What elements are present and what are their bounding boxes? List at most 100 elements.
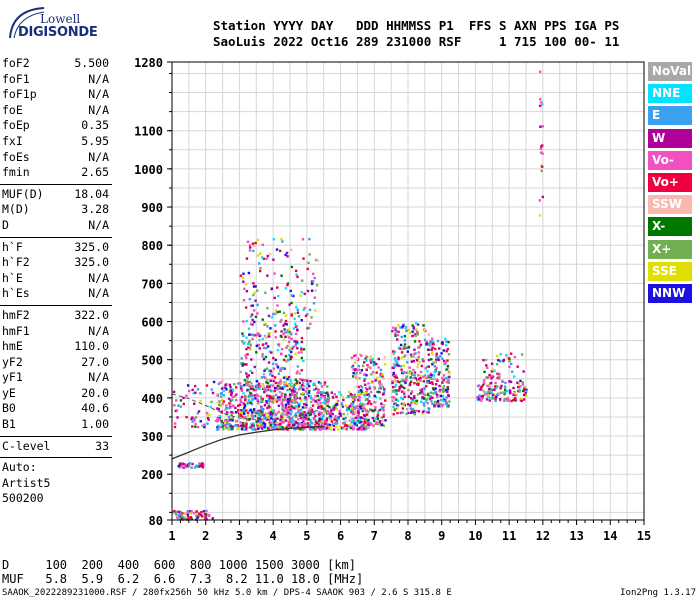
echo-point (276, 423, 279, 427)
echo-point (381, 372, 384, 376)
echo-point (190, 417, 193, 421)
echo-point (281, 392, 284, 395)
x-tick-label: 1 (168, 529, 175, 543)
echo-point (432, 374, 435, 377)
echo-point (477, 397, 480, 400)
echo-point (426, 401, 429, 405)
param-group-profile: hmF2 322.0 hmF1 N/A hmE 110.0 yF2 27.0 yF1 N/A yE 2… (0, 308, 112, 433)
echo-point (296, 311, 300, 314)
echo-point (372, 409, 376, 412)
echo-point (264, 346, 268, 350)
echo-point (205, 384, 209, 387)
param-value: N/A (88, 102, 109, 117)
echo-point (295, 325, 298, 328)
echo-point (350, 395, 354, 398)
echo-point (317, 404, 321, 408)
echo-point (273, 389, 276, 393)
echo-point (476, 398, 480, 402)
echo-point (255, 420, 258, 423)
echo-point (295, 393, 298, 397)
echo-point (423, 387, 426, 391)
echo-point (244, 283, 248, 286)
echo-point (343, 427, 347, 431)
echo-point (341, 395, 345, 399)
echo-point (245, 289, 249, 293)
echo-point (314, 414, 317, 418)
echo-point (396, 338, 399, 341)
echo-point (406, 350, 410, 353)
echo-point (231, 425, 235, 428)
echo-point (282, 324, 285, 327)
echo-point (180, 517, 184, 520)
echo-point (482, 389, 485, 392)
echo-point (414, 357, 418, 360)
echo-point (400, 368, 403, 371)
echo-point (249, 387, 253, 390)
echo-point (429, 377, 432, 380)
echo-point (332, 406, 336, 409)
echo-point (224, 425, 228, 428)
echo-point (270, 390, 273, 393)
echo-point (297, 388, 301, 391)
echo-point (368, 387, 372, 390)
echo-point (317, 423, 320, 426)
echo-point (358, 396, 361, 399)
echo-point (425, 398, 429, 401)
echo-point (419, 391, 422, 395)
echo-point (266, 382, 270, 385)
echo-point (279, 334, 283, 338)
echo-point (271, 411, 274, 415)
echo-point (382, 392, 385, 395)
echo-point (302, 257, 305, 260)
echo-point (409, 353, 413, 356)
echo-point (317, 411, 320, 414)
echo-point (307, 418, 311, 421)
echo-point (182, 512, 185, 515)
echo-point (323, 408, 326, 412)
echo-point (399, 326, 402, 329)
param-row: hmF1 N/A (0, 324, 112, 340)
param-name: yE (2, 385, 16, 400)
echo-point (332, 404, 335, 408)
echo-point (203, 517, 207, 520)
echo-point (277, 343, 280, 346)
echo-point (506, 398, 509, 401)
echo-point (270, 351, 273, 354)
echo-point (429, 391, 433, 394)
echo-point (420, 390, 423, 393)
echo-point (498, 397, 502, 401)
echo-point (248, 339, 251, 343)
echo-point (194, 425, 197, 428)
echo-point (361, 364, 365, 368)
y-tick-label: 1280 (134, 56, 163, 70)
echo-point (372, 424, 375, 427)
echo-point (355, 385, 358, 388)
echo-point (414, 402, 417, 405)
echo-point (310, 282, 314, 286)
echo-point (314, 387, 318, 391)
echo-point (365, 398, 368, 401)
echo-point (312, 382, 316, 385)
echo-point (338, 425, 342, 428)
echo-point (243, 428, 246, 431)
echo-point (426, 365, 429, 369)
echo-point (279, 368, 283, 371)
echo-point (290, 301, 293, 305)
echo-point (303, 292, 306, 296)
echo-point (286, 413, 289, 416)
echo-point (329, 418, 332, 421)
echo-point (354, 354, 357, 357)
echo-point (341, 405, 345, 408)
echo-point (284, 419, 288, 422)
echo-point (399, 384, 403, 387)
echo-point (242, 334, 245, 338)
echo-point (258, 417, 262, 420)
echo-point (248, 244, 252, 247)
echo-point (391, 350, 395, 353)
echo-point (273, 386, 277, 390)
echo-point (364, 425, 368, 428)
echo-point (447, 340, 450, 344)
echo-point (249, 343, 252, 347)
echo-point (491, 393, 495, 397)
echo-point (319, 402, 322, 405)
